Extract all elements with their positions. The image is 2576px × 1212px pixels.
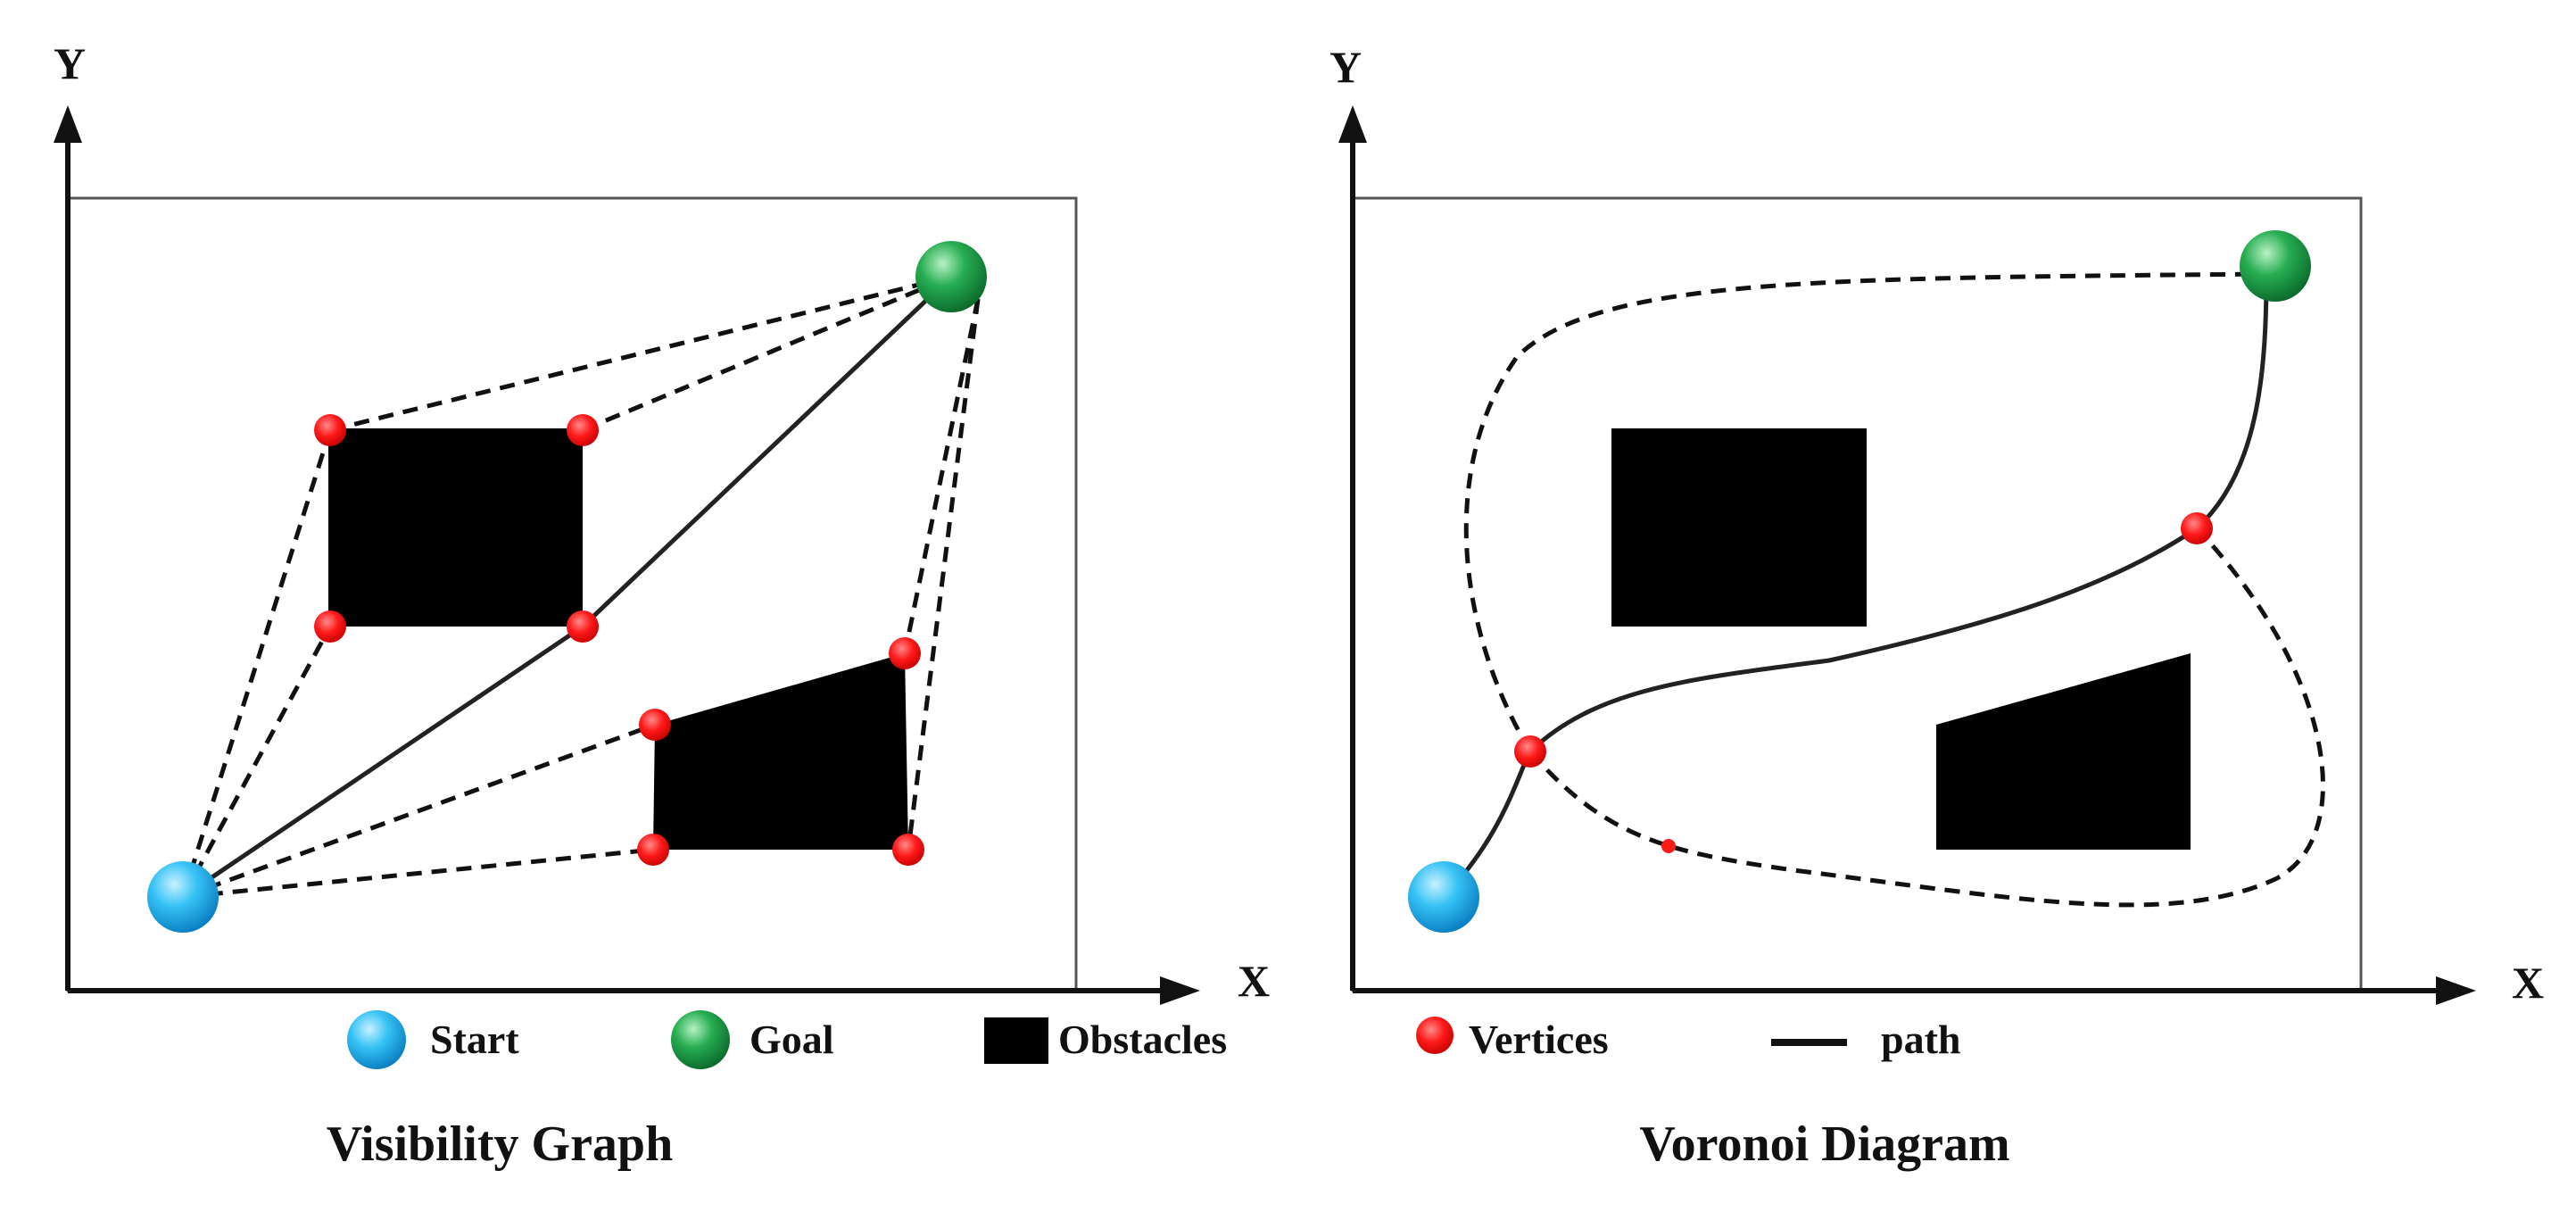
visibility-x-axis-arrow-icon (1160, 976, 1200, 1005)
legend-obstacles-label: Obstacles (1058, 1017, 1227, 1062)
visibility-vertices (314, 414, 924, 866)
legend-vertices-label: Vertices (1469, 1017, 1609, 1062)
vertex (2181, 512, 2213, 544)
vertex (889, 637, 921, 669)
voronoi-x-axis-arrow-icon (2436, 976, 2476, 1005)
legend-item-goal: Goal (671, 1010, 834, 1069)
legend-item-start: Start (347, 1010, 519, 1069)
vertex (1514, 735, 1546, 768)
voronoi-vertices (1514, 512, 2213, 853)
voronoi-diagram-panel: Y X Voronoi Diagram (1329, 42, 2544, 1172)
start-node (147, 861, 219, 933)
legend-path-label: path (1881, 1017, 1960, 1062)
voronoi-edges (1463, 271, 2325, 908)
voronoi-x-label: X (2512, 958, 2544, 1008)
vertex (314, 610, 346, 643)
vertex (1661, 839, 1676, 853)
start-node (1408, 861, 1479, 933)
obstacle-square (1611, 428, 1867, 627)
vertex (637, 834, 669, 866)
obstacle-legend-icon (984, 1017, 1048, 1064)
goal-node (915, 241, 987, 312)
legend-item-obstacles: Obstacles (984, 1017, 1227, 1064)
vertex (314, 414, 346, 446)
voronoi-y-axis-arrow-icon (1338, 105, 1367, 143)
legend-item-path: path (1771, 1017, 1960, 1062)
obstacle-trapezoid (653, 653, 908, 850)
legend-goal-label: Goal (750, 1017, 834, 1062)
voronoi-caption: Voronoi Diagram (1639, 1117, 2009, 1172)
legend-start-label: Start (430, 1017, 519, 1062)
visibility-graph-panel: Y X (54, 38, 1270, 1172)
goal-node (2240, 230, 2311, 302)
voronoi-y-label: Y (1329, 42, 1362, 92)
legend: Start Goal Obstacles Vertices path (347, 1010, 1960, 1069)
vertex (892, 834, 924, 866)
visibility-caption: Visibility Graph (327, 1117, 673, 1172)
vertex (639, 709, 671, 741)
visibility-y-label: Y (54, 38, 86, 88)
vertex (567, 414, 599, 446)
goal-legend-icon (671, 1010, 730, 1069)
visibility-edges (180, 274, 981, 900)
vertex-legend-icon (1416, 1017, 1454, 1054)
legend-item-vertices: Vertices (1416, 1017, 1609, 1062)
obstacle-trapezoid (1936, 653, 2191, 850)
visibility-x-label: X (1238, 956, 1270, 1006)
visibility-y-axis-arrow-icon (54, 105, 82, 143)
obstacle-square (328, 428, 583, 627)
vertex (567, 610, 599, 643)
start-legend-icon (347, 1010, 406, 1069)
